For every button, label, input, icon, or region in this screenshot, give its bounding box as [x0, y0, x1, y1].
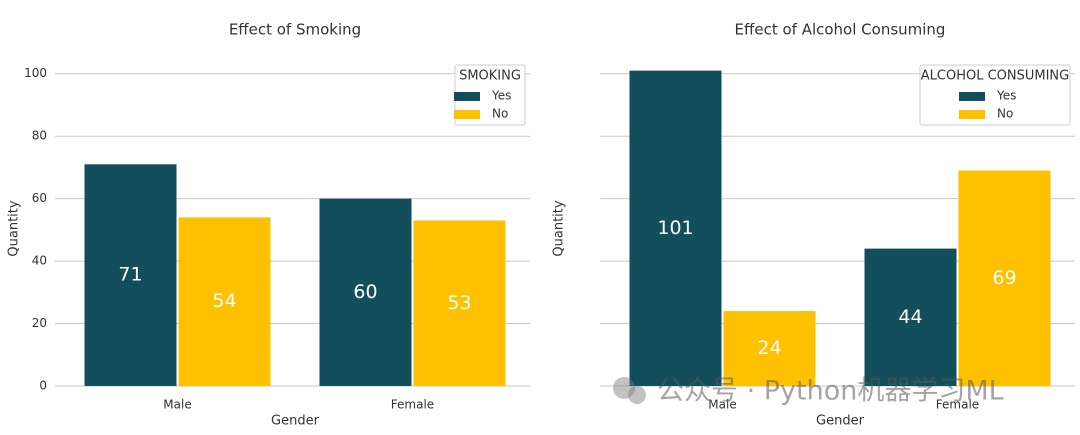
y-tick-label: 60 [32, 191, 47, 205]
legend-box [919, 64, 1071, 126]
y-tick-label: 0 [39, 379, 47, 393]
watermark-icon [613, 377, 635, 399]
legend-title: ALCOHOL CONSUMING [921, 69, 1069, 84]
watermark: 公众号 · Python机器学习ML [657, 376, 1004, 407]
y-axis-label: Quantity [552, 200, 567, 256]
legend-title: SMOKING [459, 69, 521, 84]
value-label: 69 [992, 267, 1016, 289]
bar [319, 198, 412, 386]
x-tick-label: Male [163, 398, 191, 412]
legend-swatch [454, 110, 480, 119]
bar [864, 248, 957, 386]
x-axis-label: Gender [816, 414, 865, 429]
bar [178, 217, 271, 386]
x-axis-label: Gender [271, 414, 320, 429]
legend-swatch [454, 92, 480, 101]
value-label: 60 [353, 281, 377, 303]
chart-title: Effect of Smoking [229, 21, 361, 39]
bar [723, 311, 816, 386]
value-label: 54 [212, 290, 236, 312]
bar [413, 220, 506, 386]
y-tick-label: 80 [32, 129, 47, 143]
value-label: 101 [657, 217, 693, 239]
x-tick-label: Male [708, 398, 736, 412]
watermark-icon [628, 386, 646, 404]
value-label: 53 [447, 292, 471, 314]
legend-swatch [959, 110, 985, 119]
x-tick-label: Female [391, 398, 434, 412]
y-tick-label: 40 [32, 254, 47, 268]
value-label: 71 [118, 264, 142, 286]
bar [84, 164, 177, 386]
legend-label: No [492, 107, 508, 121]
legend-label: Yes [996, 89, 1016, 103]
value-label: 24 [757, 337, 781, 359]
x-tick-label: Female [936, 398, 979, 412]
bar [958, 170, 1051, 386]
value-label: 44 [898, 306, 922, 328]
y-axis-label: Quantity [7, 200, 22, 256]
y-tick-label: 20 [32, 316, 47, 330]
watermark-group: 公众号 · Python机器学习ML [613, 376, 1004, 407]
legend-label: Yes [491, 89, 511, 103]
legend-label: No [997, 107, 1013, 121]
chart-title: Effect of Alcohol Consuming [735, 21, 946, 39]
bar [629, 70, 722, 386]
y-tick-label: 100 [24, 66, 47, 80]
legend-swatch [959, 92, 985, 101]
